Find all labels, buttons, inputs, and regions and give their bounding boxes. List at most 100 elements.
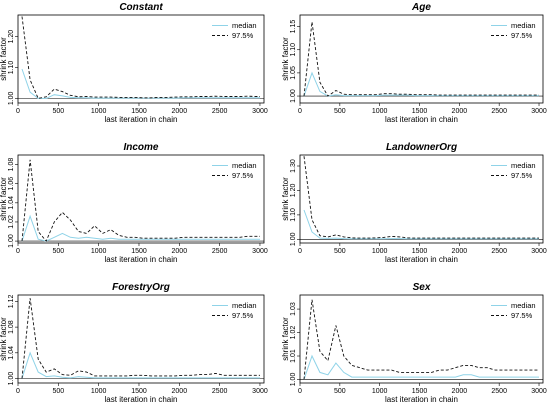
- x-tick-label: 3000: [252, 108, 268, 115]
- y-axis-label: shrink factor: [0, 177, 8, 221]
- y-tick-label: 1.00: [8, 91, 15, 105]
- x-tick-label: 1500: [412, 108, 428, 115]
- q975-series-line: [21, 159, 260, 242]
- x-tick-label: 0: [298, 388, 302, 395]
- q975-series-line: [21, 298, 260, 379]
- x-tick-label: 500: [52, 108, 64, 115]
- x-tick-label: 2000: [452, 108, 468, 115]
- x-tick-label: 500: [52, 388, 64, 395]
- x-axis-label: last iteration in chain: [105, 115, 178, 124]
- legend-q975-label: 97.5%: [511, 311, 533, 320]
- legend-median-label: median: [511, 21, 536, 30]
- legend-q975-label: 97.5%: [511, 171, 533, 180]
- x-axis-label: last iteration in chain: [105, 395, 178, 404]
- x-tick-label: 2500: [491, 248, 507, 255]
- legend-q975-label: 97.5%: [232, 171, 254, 180]
- plot-frame: [299, 14, 544, 104]
- x-tick-label: 2500: [491, 388, 507, 395]
- chart-title: Income: [123, 142, 158, 153]
- y-tick-label: 1.08: [8, 320, 15, 334]
- x-axis-label: last iteration in chain: [385, 115, 458, 124]
- y-tick-label: 1.30: [290, 159, 297, 173]
- x-tick-label: 2000: [452, 388, 468, 395]
- y-tick-label: 1.10: [290, 43, 297, 57]
- x-tick-label: 1500: [412, 248, 428, 255]
- x-tick-label: 3000: [252, 388, 268, 395]
- plot-frame: [17, 294, 265, 384]
- x-tick-label: 1500: [131, 248, 147, 255]
- x-tick-label: 2500: [212, 248, 228, 255]
- x-tick-label: 3000: [531, 388, 547, 395]
- x-tick-label: 2000: [172, 248, 188, 255]
- x-tick-label: 1000: [91, 248, 107, 255]
- q975-series-line: [303, 21, 539, 97]
- x-tick-label: 0: [298, 248, 302, 255]
- y-axis-label: shrink factor: [281, 317, 290, 361]
- x-axis-label: last iteration in chain: [385, 255, 458, 264]
- x-tick-label: 1500: [131, 108, 147, 115]
- y-tick-label: 1.06: [8, 177, 15, 191]
- x-tick-label: 500: [334, 248, 346, 255]
- y-axis-label: shrink factor: [281, 37, 290, 81]
- x-tick-label: 3000: [531, 108, 547, 115]
- legend-median-label: median: [232, 21, 257, 30]
- legend-q975-label: 97.5%: [232, 31, 254, 40]
- x-tick-label: 2500: [212, 108, 228, 115]
- x-tick-label: 500: [334, 108, 346, 115]
- y-tick-label: 1.02: [290, 326, 297, 340]
- x-tick-label: 0: [16, 248, 20, 255]
- median-series-line: [21, 214, 260, 242]
- y-tick-label: 1.20: [8, 30, 15, 44]
- plot-frame: [17, 14, 265, 104]
- chart-title: Sex: [413, 282, 431, 293]
- legend-median-label: median: [232, 301, 257, 310]
- y-axis-label: shrink factor: [281, 177, 290, 221]
- y-axis-label: shrink factor: [0, 317, 8, 361]
- y-tick-label: 1.05: [290, 66, 297, 80]
- y-tick-label: 1.08: [8, 158, 15, 172]
- plot-frame: [299, 294, 544, 384]
- chart-title: LandownerOrg: [386, 142, 457, 153]
- plot-frame: [299, 154, 544, 244]
- y-tick-label: 1.03: [290, 302, 297, 316]
- legend-q975-label: 97.5%: [511, 31, 533, 40]
- median-series-line: [303, 209, 539, 240]
- x-tick-label: 500: [334, 388, 346, 395]
- y-tick-label: 1.04: [8, 346, 15, 360]
- y-tick-label: 1.10: [8, 61, 15, 75]
- y-tick-label: 1.02: [8, 215, 15, 229]
- x-tick-label: 2000: [172, 108, 188, 115]
- x-tick-label: 2500: [491, 108, 507, 115]
- x-tick-label: 1000: [91, 108, 107, 115]
- y-tick-label: 1.00: [290, 89, 297, 103]
- x-tick-label: 0: [16, 108, 20, 115]
- q975-series-line: [303, 299, 539, 380]
- median-series-line: [303, 354, 539, 380]
- legend-q975-label: 97.5%: [232, 311, 254, 320]
- y-tick-label: 1.15: [290, 20, 297, 34]
- x-axis-label: last iteration in chain: [105, 255, 178, 264]
- q975-series-line: [21, 16, 260, 99]
- chart-panel-1: Age last iteration in chain shrink factor 0…: [281, 2, 547, 124]
- x-tick-label: 1000: [372, 388, 388, 395]
- chart-title: ForestryOrg: [112, 282, 170, 293]
- x-tick-label: 1500: [131, 388, 147, 395]
- chart-panel-5: Sex last iteration in chain shrink factor 0…: [281, 282, 547, 404]
- plot-frame: [17, 154, 265, 244]
- x-tick-label: 1500: [412, 388, 428, 395]
- x-tick-label: 2000: [172, 388, 188, 395]
- x-tick-label: 1000: [372, 248, 388, 255]
- legend-median-label: median: [511, 161, 536, 170]
- y-tick-label: 1.00: [8, 234, 15, 248]
- chart-title: Constant: [119, 2, 163, 13]
- x-tick-label: 1000: [372, 108, 388, 115]
- legend-median-label: median: [232, 161, 257, 170]
- x-tick-label: 3000: [252, 248, 268, 255]
- chart-panel-2: Income last iteration in chain shrink fact…: [0, 142, 268, 264]
- x-tick-label: 2500: [212, 388, 228, 395]
- x-tick-label: 2000: [452, 248, 468, 255]
- median-series-line: [21, 68, 260, 99]
- chart-panel-0: Constant last iteration in chain shrink fa…: [0, 2, 268, 124]
- legend-median-label: median: [511, 301, 536, 310]
